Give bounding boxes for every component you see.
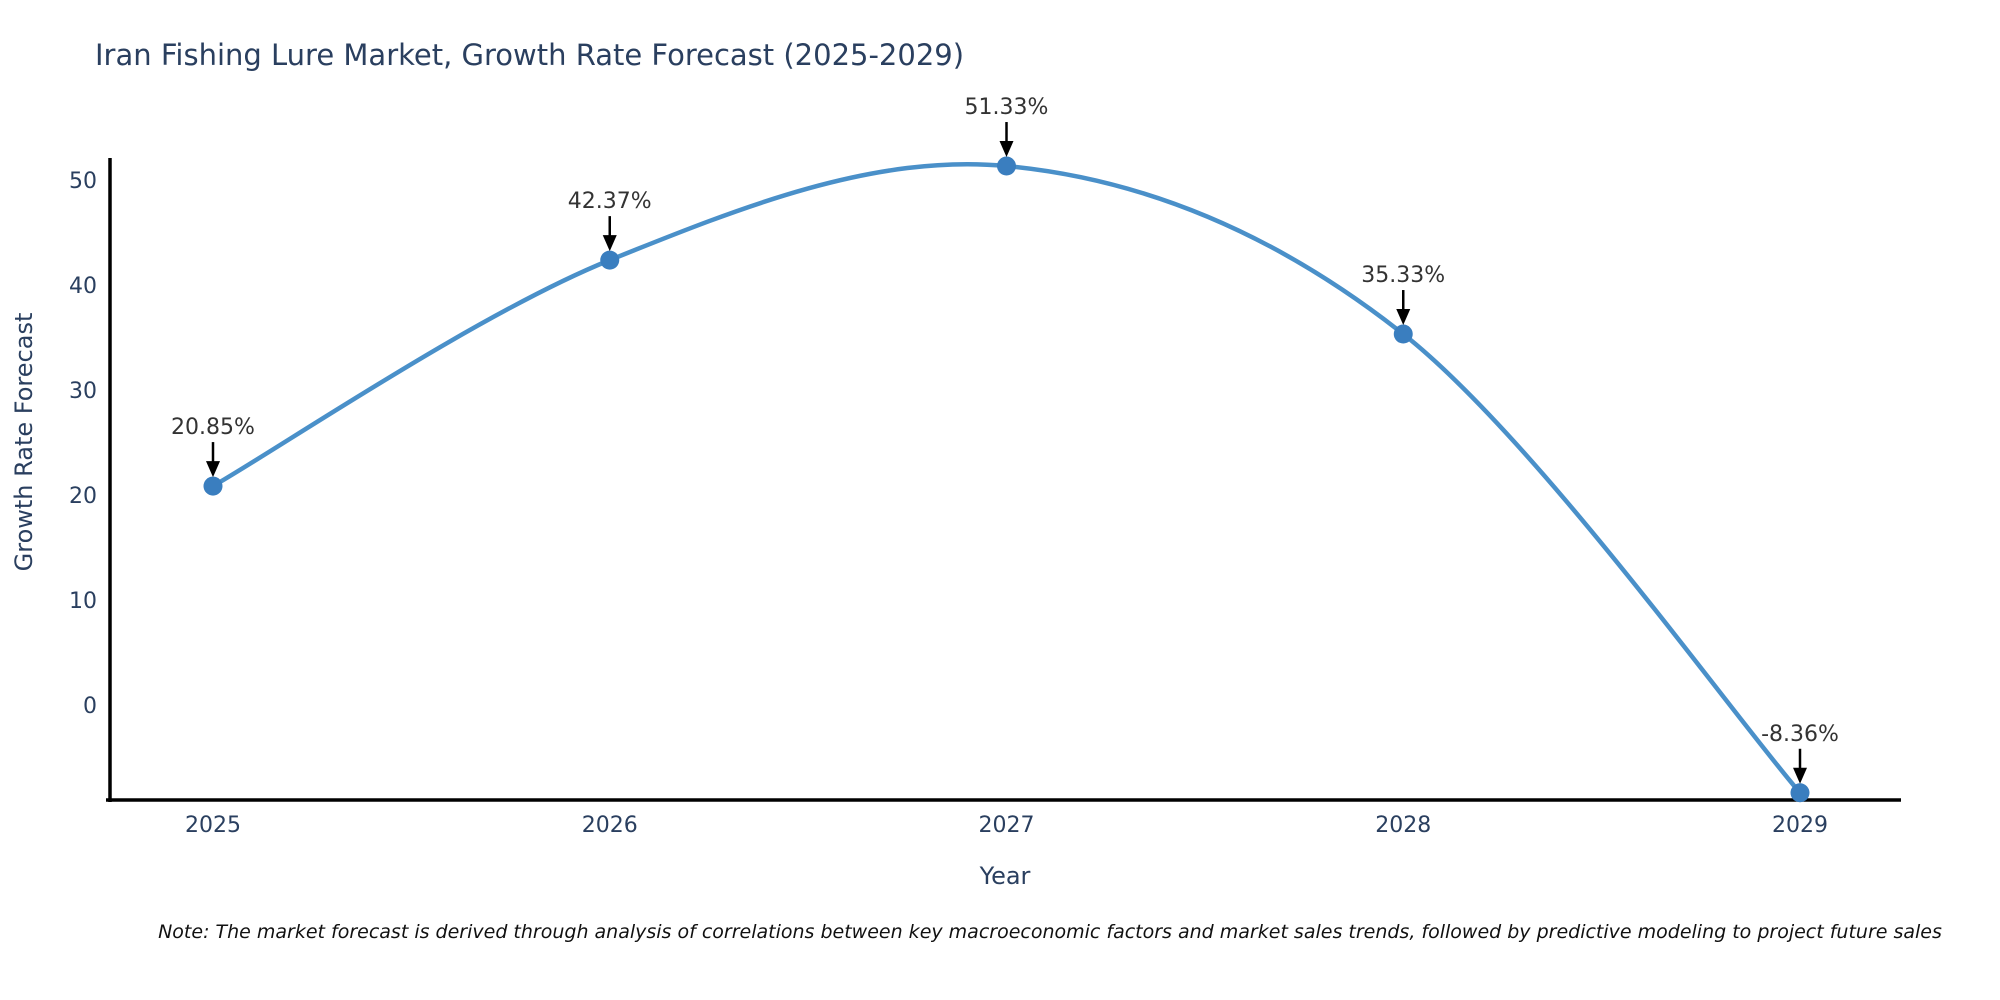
annotation-label: -8.36% — [1761, 722, 1839, 747]
data-point-marker — [997, 156, 1016, 176]
x-tick-label: 2028 — [1375, 813, 1431, 838]
footnote: Note: The market forecast is derived thr… — [158, 921, 1942, 943]
annotation-label: 42.37% — [568, 189, 652, 214]
annotation-arrowhead — [206, 461, 220, 478]
annotation-arrowhead — [602, 235, 617, 252]
annotation-label: 20.85% — [171, 415, 255, 440]
annotation-label: 35.33% — [1361, 263, 1445, 288]
annotation-arrowhead — [1396, 309, 1411, 326]
annotation-arrowhead — [1793, 767, 1807, 784]
y-tick-label: 10 — [69, 589, 97, 614]
y-tick-label: 30 — [69, 379, 97, 404]
data-point-marker — [600, 250, 620, 270]
data-point-marker — [1393, 324, 1413, 344]
y-tick-label: 50 — [69, 169, 97, 194]
x-axis-title: Year — [979, 862, 1031, 890]
x-tick-label: 2025 — [185, 813, 241, 838]
x-tick-label: 2026 — [582, 813, 638, 838]
annotation-label: 51.33% — [965, 95, 1049, 120]
x-tick-label: 2029 — [1772, 813, 1828, 838]
y-tick-label: 20 — [69, 484, 97, 509]
y-tick-label: 0 — [83, 694, 97, 719]
data-point-marker — [1790, 783, 1810, 803]
y-tick-label: 40 — [69, 274, 97, 299]
x-tick-label: 2027 — [979, 813, 1035, 838]
chart-title: Iran Fishing Lure Market, Growth Rate Fo… — [95, 38, 965, 72]
annotation-arrowhead — [999, 141, 1014, 158]
trend-line — [210, 161, 1803, 796]
data-point-marker — [203, 476, 223, 496]
